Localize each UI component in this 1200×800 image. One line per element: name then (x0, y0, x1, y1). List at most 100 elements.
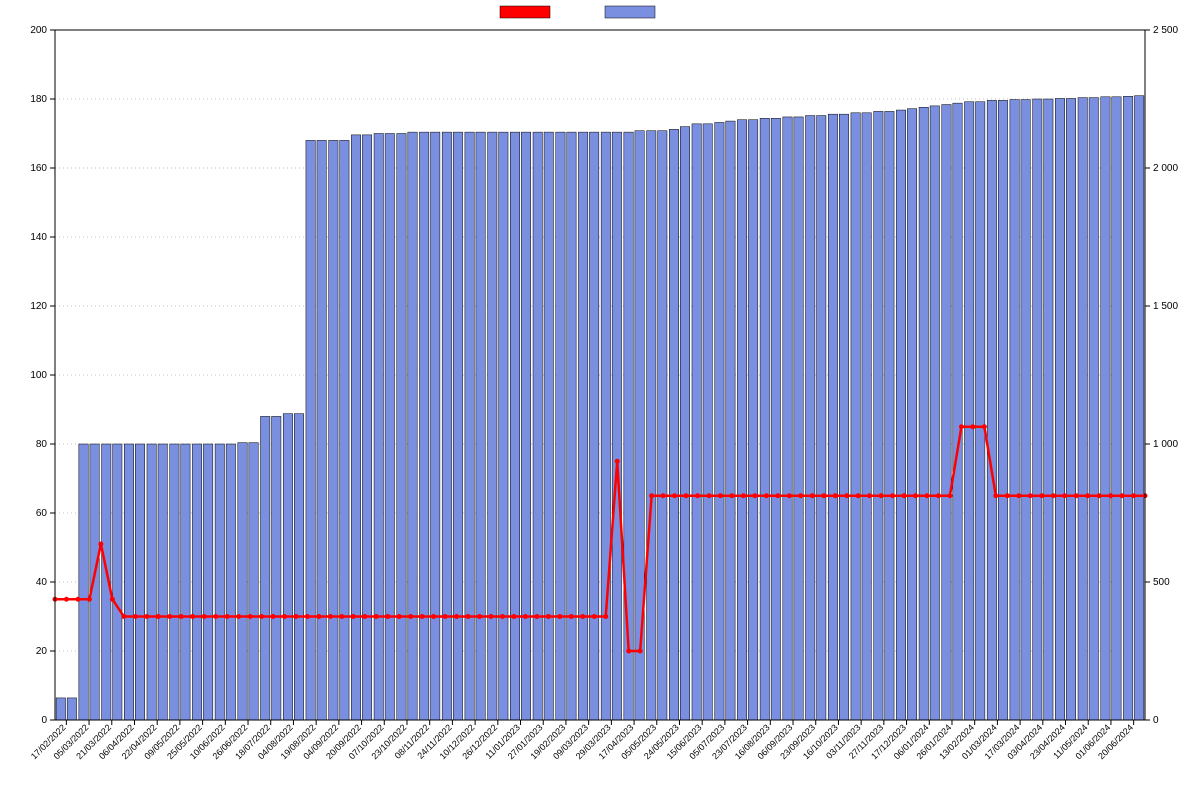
bar (340, 140, 349, 720)
y-left-tick-label: 180 (30, 94, 47, 105)
line-marker (615, 459, 620, 464)
bar (67, 698, 76, 720)
line-marker (489, 614, 494, 619)
line-marker (718, 493, 723, 498)
bar (1134, 96, 1143, 720)
bar (215, 444, 224, 720)
line-marker (190, 614, 195, 619)
y-left-tick-label: 60 (36, 508, 48, 519)
line-marker (466, 614, 471, 619)
bar (953, 103, 962, 720)
bar (862, 113, 871, 720)
line-marker (1120, 493, 1125, 498)
bar (771, 118, 780, 720)
bar (748, 120, 757, 720)
line-marker (844, 493, 849, 498)
bar (907, 109, 916, 720)
bar (1123, 96, 1132, 720)
line-marker (626, 649, 631, 654)
line-marker (408, 614, 413, 619)
line-marker (431, 614, 436, 619)
bar (647, 131, 656, 720)
bar (1055, 98, 1064, 720)
line-marker (293, 614, 298, 619)
line-marker (1074, 493, 1079, 498)
line-marker (179, 614, 184, 619)
bar (431, 132, 440, 720)
line-marker (970, 424, 975, 429)
bar (976, 102, 985, 720)
line-marker (534, 614, 539, 619)
y-left-tick-label: 100 (30, 370, 47, 381)
line-marker (775, 493, 780, 498)
line-marker (64, 597, 69, 602)
line-marker (638, 649, 643, 654)
bar (329, 140, 338, 720)
bar (874, 111, 883, 720)
bar (317, 140, 326, 720)
line-marker (580, 614, 585, 619)
line-marker (546, 614, 551, 619)
bar (794, 117, 803, 720)
line-marker (672, 493, 677, 498)
y-left-tick-label: 20 (36, 646, 48, 657)
line-marker (947, 493, 952, 498)
y-left-tick-label: 0 (41, 715, 47, 726)
line-marker (695, 493, 700, 498)
line-marker (236, 614, 241, 619)
bar (113, 444, 122, 720)
line-marker (821, 493, 826, 498)
bar (1078, 98, 1087, 720)
line-marker (752, 493, 757, 498)
bar (272, 416, 281, 720)
line-marker (1108, 493, 1113, 498)
bar (806, 116, 815, 720)
bar (1033, 99, 1042, 720)
line-marker (110, 597, 115, 602)
line-marker (1085, 493, 1090, 498)
line-marker (833, 493, 838, 498)
bar (817, 116, 826, 720)
line-marker (202, 614, 207, 619)
line-marker (661, 493, 666, 498)
line-marker (523, 614, 528, 619)
bar (465, 132, 474, 720)
legend-swatch-bar (605, 6, 655, 18)
line-marker (764, 493, 769, 498)
line-marker (729, 493, 734, 498)
line-marker (1028, 493, 1033, 498)
line-marker (1051, 493, 1056, 498)
bar (249, 443, 258, 720)
bar (544, 132, 553, 720)
bar (476, 132, 485, 720)
line-marker (879, 493, 884, 498)
y-right-tick-label: 1 000 (1153, 439, 1178, 450)
line-marker (282, 614, 287, 619)
bar (1010, 100, 1019, 720)
y-right-tick-label: 1 500 (1153, 301, 1178, 312)
legend-swatch-line (500, 6, 550, 18)
bar (510, 132, 519, 720)
y-left-tick-label: 80 (36, 439, 48, 450)
bar (238, 443, 247, 720)
line-marker (913, 493, 918, 498)
line-marker (374, 614, 379, 619)
line-marker (1097, 493, 1102, 498)
line-marker (98, 542, 103, 547)
y-left-tick-label: 120 (30, 301, 47, 312)
line-marker (121, 614, 126, 619)
bar (635, 131, 644, 720)
y-right-tick-label: 0 (1153, 715, 1159, 726)
line-marker (477, 614, 482, 619)
bar (158, 444, 167, 720)
bar (79, 444, 88, 720)
bar (601, 132, 610, 720)
line-marker (959, 424, 964, 429)
bar (1089, 98, 1098, 720)
bar (488, 132, 497, 720)
bar (283, 414, 292, 720)
bar (567, 132, 576, 720)
line-marker (1131, 493, 1136, 498)
line-marker (993, 493, 998, 498)
line-marker (707, 493, 712, 498)
